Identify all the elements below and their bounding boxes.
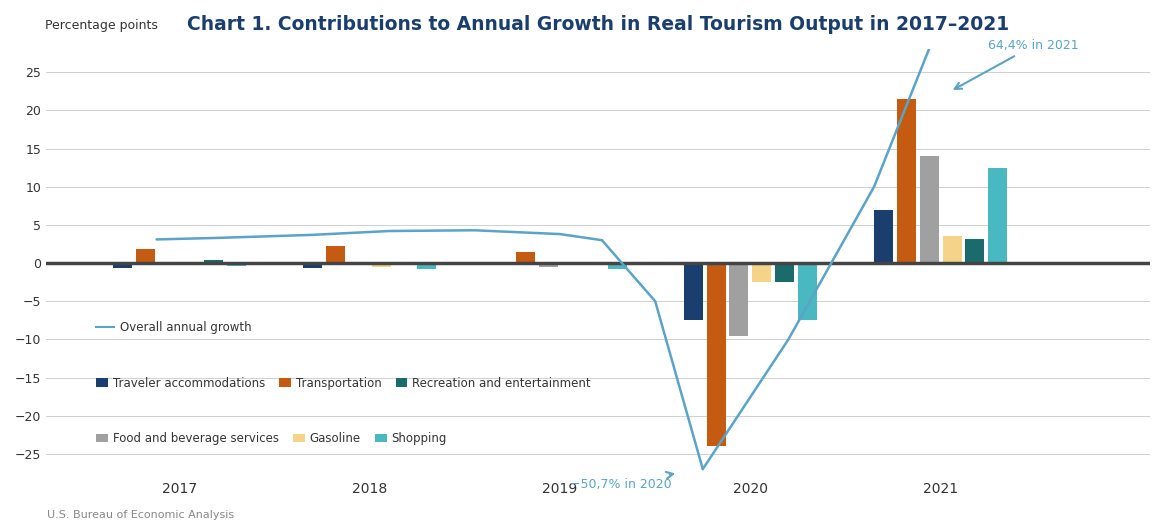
Bar [988,168,1008,263]
Bar [326,245,345,263]
Bar [707,263,726,446]
Text: 64,4% in 2021: 64,4% in 2021 [954,39,1079,89]
Bar [395,262,414,263]
Bar [158,263,177,264]
Bar [608,263,627,269]
Bar [516,252,536,263]
Bar [684,263,702,320]
Text: −50,7% in 2020: −50,7% in 2020 [570,472,673,491]
Bar [775,263,795,282]
Bar [897,99,916,263]
Bar [966,239,984,263]
Bar [113,263,132,268]
Text: U.S. Bureau of Economic Analysis: U.S. Bureau of Economic Analysis [47,511,234,520]
Bar [562,262,581,263]
Bar [798,263,817,320]
Bar [494,263,513,265]
Bar [348,263,368,264]
Bar [303,263,323,268]
Bar [585,262,603,263]
Bar [753,263,771,282]
Bar [729,263,748,336]
Bar [135,250,155,263]
Bar [182,263,200,265]
Bar [874,209,894,263]
Title: Chart 1. Contributions to Annual Growth in Real Tourism Output in 2017–2021: Chart 1. Contributions to Annual Growth … [188,15,1009,34]
Bar [539,263,558,267]
Bar [417,263,437,269]
Legend: Food and beverage services, Gasoline, Shopping: Food and beverage services, Gasoline, Sh… [97,432,446,445]
Bar [227,263,246,266]
Text: Percentage points: Percentage points [45,19,158,32]
Bar [372,263,390,267]
Bar [942,237,961,263]
Bar [919,156,939,263]
Bar [204,260,224,263]
